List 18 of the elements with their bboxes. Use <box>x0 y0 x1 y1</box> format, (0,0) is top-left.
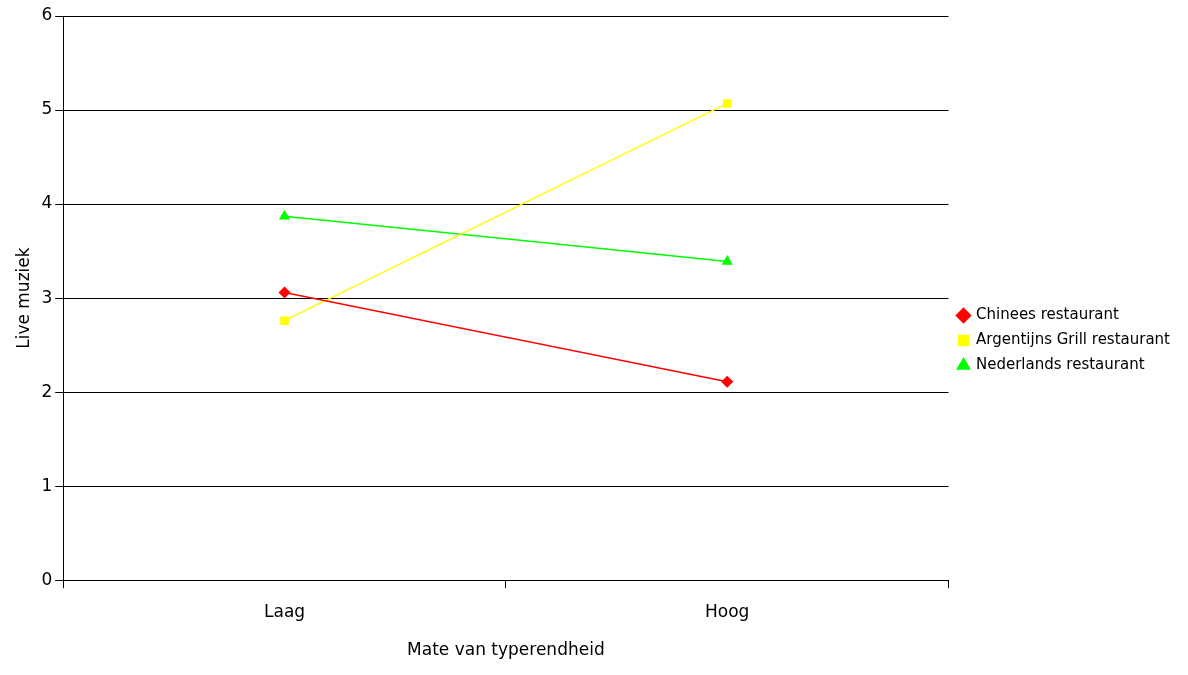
y-tick-label: 4 <box>41 192 53 213</box>
x-axis-title: Mate van typerendheid <box>407 639 605 660</box>
y-tick-label: 5 <box>41 98 53 119</box>
x-tick-label: Laag <box>263 600 306 621</box>
legend-label: Nederlands restaurant <box>976 355 1145 374</box>
y-tick-label: 6 <box>41 4 53 25</box>
y-axis-title: Live muziek <box>12 247 33 349</box>
x-tick-label: Hoog <box>704 600 750 621</box>
y-tick-label: 3 <box>41 286 53 307</box>
point <box>280 316 289 325</box>
point <box>722 99 732 108</box>
y-tick-label: 0 <box>41 568 53 589</box>
legend-label: Chinees restaurant <box>976 305 1120 324</box>
point <box>721 376 733 388</box>
legend-label: Argentijns Grill restaurant <box>976 330 1171 349</box>
y-tick-label: 1 <box>41 474 53 495</box>
point <box>278 286 291 299</box>
y-tick-label: 2 <box>41 380 53 401</box>
